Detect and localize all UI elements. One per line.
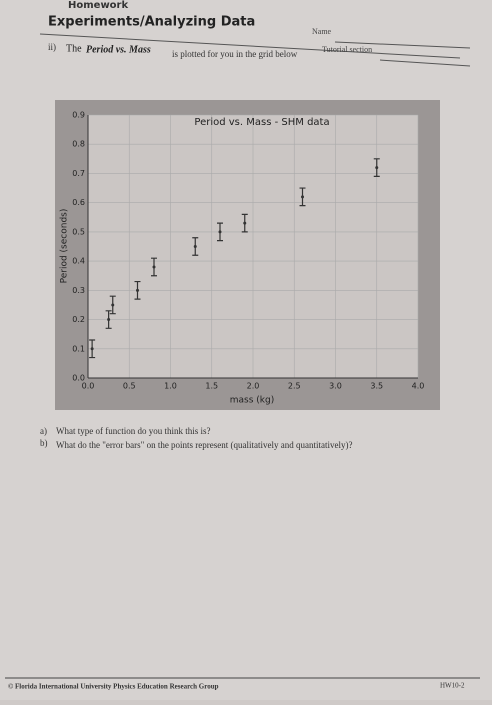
- data-point: [193, 245, 197, 248]
- intro-rest: is plotted for you in the grid below: [172, 49, 298, 59]
- chart: 0.0 0.1 0.2 0.3 0.4 0.5 0.6 0.7 0.8 0.9 0.0 0.5 1.0 1…: [60, 111, 425, 406]
- data-point: [218, 230, 222, 234]
- section-line: [379, 59, 471, 67]
- y-tick-label: 0.8: [72, 140, 85, 149]
- x-tick-label: 1.0: [164, 382, 177, 391]
- chart-title: Period vs. Mass - SHM data: [194, 117, 329, 128]
- x-tick-label: 3.0: [329, 382, 342, 391]
- x-tick-label: 1.5: [205, 382, 218, 391]
- x-tick-label: 2.5: [288, 382, 301, 391]
- x-axis-label: mass (kg): [230, 396, 274, 406]
- x-tick-label: 3.5: [370, 382, 383, 391]
- footer-credit: © Florida International University Physi…: [8, 683, 219, 691]
- question-text: What type of function do you think this …: [56, 426, 210, 436]
- intro-emphasis: Period vs. Mass: [86, 44, 151, 55]
- data-point: [301, 195, 304, 199]
- y-axis-label: Period (seconds): [60, 209, 70, 284]
- x-tick-label: 0.5: [123, 382, 136, 391]
- footer-code: HW10-2: [440, 682, 465, 690]
- x-tick-label: 0.0: [82, 382, 95, 391]
- name-label: Name: [312, 27, 332, 36]
- title: Experiments/Analyzing Data: [48, 15, 255, 30]
- question-label: a): [40, 426, 47, 436]
- y-tick-label: 0.3: [72, 286, 85, 295]
- section-label: Tutorial section: [322, 45, 372, 54]
- y-tick-label: 0.2: [72, 315, 85, 324]
- data-point: [90, 347, 94, 351]
- data-point: [107, 318, 111, 322]
- intro-lead: The: [66, 43, 82, 54]
- data-point: [152, 265, 156, 269]
- y-tick-label: 0.5: [72, 227, 85, 236]
- rule: [39, 33, 461, 59]
- y-tick-label: 0.0: [72, 374, 85, 383]
- question-text: What do the "error bars" on the points r…: [56, 440, 353, 450]
- x-tick-label: 4.0: [412, 382, 425, 391]
- y-tick-label: 0.7: [72, 169, 85, 178]
- y-tick-label: 0.1: [72, 344, 85, 353]
- data-point: [375, 166, 379, 170]
- data-point: [243, 221, 247, 225]
- question-label: b): [40, 438, 48, 448]
- x-tick-label: 2.0: [247, 382, 260, 391]
- y-tick-label: 0.6: [72, 198, 85, 207]
- name-line: [334, 41, 471, 49]
- y-tick-label: 0.9: [72, 111, 85, 120]
- course: Homework: [68, 0, 128, 11]
- y-tick-label: 0.4: [72, 257, 85, 266]
- data-point: [111, 303, 115, 307]
- intro-number: ii): [48, 42, 56, 52]
- data-point: [136, 288, 139, 292]
